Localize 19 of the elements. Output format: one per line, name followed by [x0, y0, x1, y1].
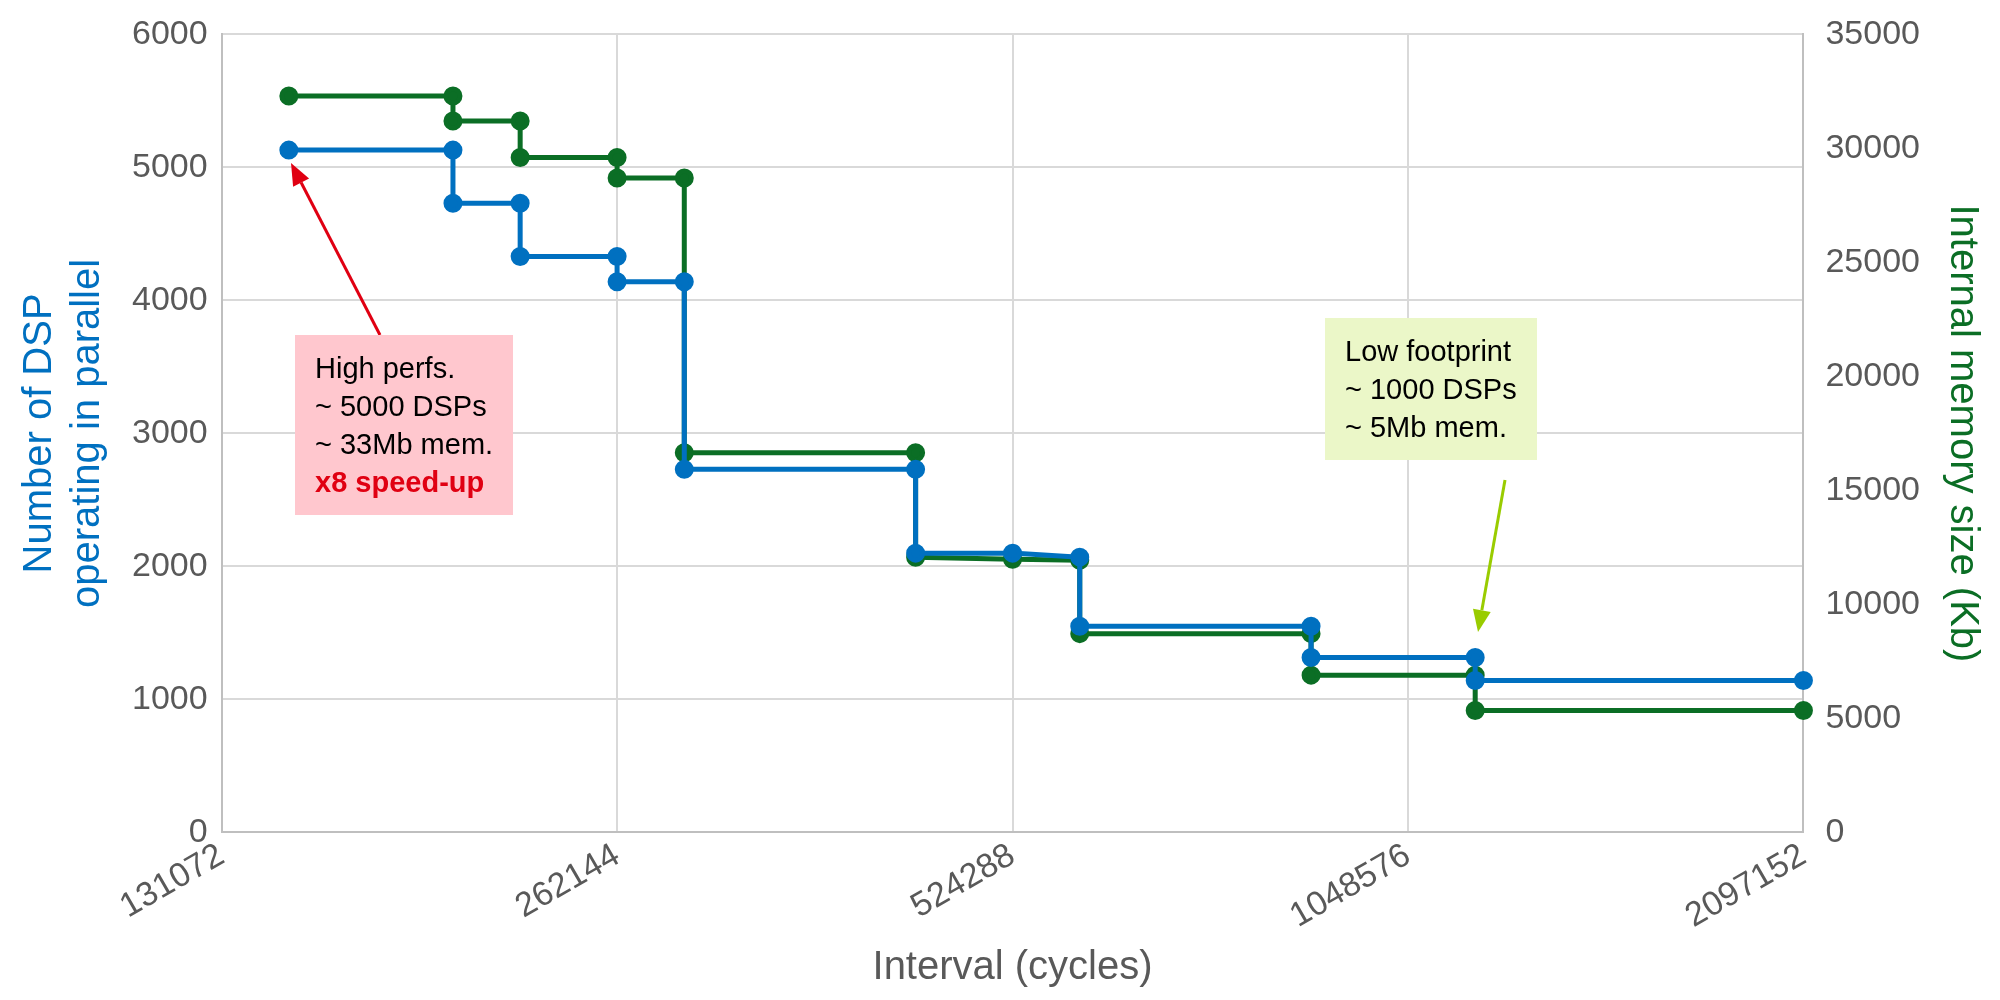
y-tick-label: 3000	[132, 411, 208, 450]
y-tick-label: 2000	[132, 544, 208, 583]
y2-tick-label: 10000	[1825, 582, 1920, 621]
y-tick-label: 4000	[132, 278, 208, 317]
y2-tick-label: 25000	[1825, 240, 1920, 279]
y2-tick-label: 5000	[1825, 696, 1902, 735]
y2-tick-label: 0	[1825, 810, 1845, 849]
annotation: High perfs. ~ 5000 DSPs ~ 33Mb mem. x8 speed-up	[315, 352, 494, 498]
y2-tick-label: 35000	[1825, 12, 1920, 51]
y-axis-title: Number of DSP operating in parallel	[15, 258, 108, 608]
y2-tick-label: 15000	[1825, 468, 1920, 507]
y2-tick-label: 20000	[1825, 354, 1920, 393]
annotation: Low footprint ~ 1000 DSPs ~ 5Mb mem.	[1345, 335, 1517, 443]
y-tick-label: 6000	[132, 12, 208, 51]
y2-axis-title: Internal memory size (Kb)	[1942, 204, 1987, 663]
x-axis-title: Interval (cycles)	[872, 943, 1153, 988]
y-tick-label: 5000	[132, 145, 208, 184]
y2-tick-label: 30000	[1825, 126, 1920, 165]
y-tick-label: 1000	[132, 677, 208, 716]
